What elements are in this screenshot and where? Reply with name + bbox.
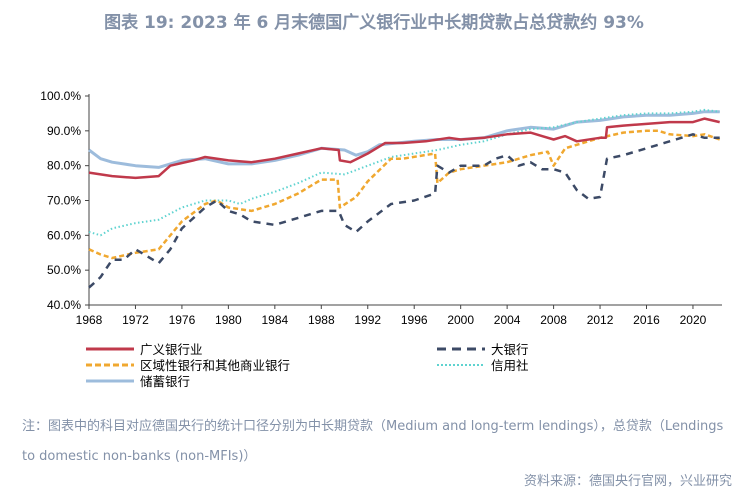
legend-swatch [86,347,134,350]
x-tick-label: 2000 [447,313,474,327]
x-tick-label: 2004 [494,313,521,327]
legend-item-regional-banks: 区域性银行和其他商业银行 [86,355,290,374]
footnote: 注：图表中的科目对应德国央行的统计口径分别为中长期贷款（Medium and l… [22,419,724,464]
series-line-1 [88,133,720,289]
legend-swatch [437,347,485,350]
x-tick-label: 1968 [76,313,103,327]
x-tick-label: 1972 [122,313,149,327]
legend-label: 储蓄银行 [140,374,191,389]
x-tick-label: 1992 [354,313,381,327]
y-tick-label: 80.0% [47,159,81,173]
x-tick-label: 2016 [633,313,660,327]
y-tick-label: 60.0% [47,228,81,242]
x-tick-label: 2012 [587,313,614,327]
x-tick-label: 1976 [169,313,196,327]
series-line-0 [88,117,720,180]
legend-label: 区域性银行和其他商业银行 [140,358,291,373]
legend-item-big-banks: 大银行 [437,339,529,358]
x-tick-label: 1988 [308,313,335,327]
legend-item-credit-coops: 信用社 [437,355,529,374]
line-chart: 40.0% 50.0% 60.0% 70.0% 80.0% 90.0% 100.0% 1968… [40,89,722,327]
x-tick-label: 1996 [401,313,428,327]
legend-swatch [86,379,134,382]
legend-label: 大银行 [491,342,529,357]
y-tick-label: 90.0% [47,124,81,138]
legend-item-broad-banking: 广义银行业 [86,339,203,358]
y-tick-label: 100.0% [40,89,81,103]
legend-label: 信用社 [491,358,529,373]
legend-label: 广义银行业 [140,342,203,357]
x-tick-label: 1980 [215,313,242,327]
chart-title: 图表 19: 2023 年 6 月末德国广义银行业中长期贷款占总贷款约 93% [104,13,644,33]
legend-swatch [437,363,485,366]
series-line-2 [88,129,721,260]
y-tick-label: 50.0% [47,263,81,277]
x-tick-label: 1984 [261,313,288,327]
source-note: 资料来源：德国央行官网，兴业研究 [523,474,732,489]
x-tick-label: 2020 [680,313,707,327]
y-tick-label: 70.0% [47,194,81,208]
legend-item-savings-banks: 储蓄银行 [86,371,190,390]
series-line-4 [88,110,720,169]
series-line-3 [88,108,720,237]
x-tick-label: 2008 [540,313,567,327]
legend-swatch [86,363,134,366]
y-tick-label: 40.0% [47,298,81,312]
